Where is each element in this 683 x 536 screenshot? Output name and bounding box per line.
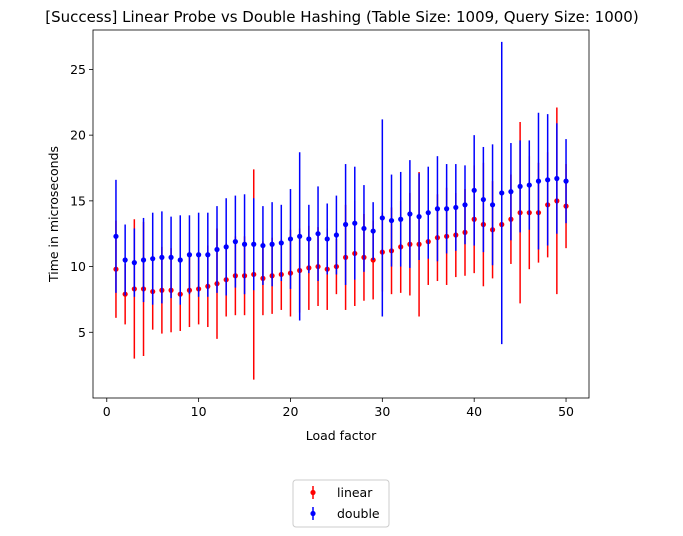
point-double-8 bbox=[177, 257, 183, 263]
point-double-7 bbox=[168, 254, 174, 260]
point-double-29 bbox=[370, 228, 376, 234]
legend: linear double bbox=[292, 479, 390, 528]
point-double-20 bbox=[287, 236, 294, 242]
point-double-26 bbox=[342, 221, 349, 228]
point-double-45 bbox=[517, 183, 523, 189]
series-linear bbox=[113, 107, 569, 380]
legend-double-marker bbox=[310, 510, 316, 517]
point-double-40 bbox=[471, 187, 477, 193]
point-double-33 bbox=[407, 211, 413, 217]
y-tick-label-1: 10 bbox=[70, 259, 86, 274]
legend-box bbox=[292, 479, 390, 528]
chart-title: [Success] Linear Probe vs Double Hashing… bbox=[45, 8, 638, 26]
y-tick-label-4: 25 bbox=[70, 62, 86, 77]
point-double-42 bbox=[489, 202, 496, 208]
y-tick-label-2: 15 bbox=[70, 193, 86, 208]
y-axis-title: Time in microseconds bbox=[46, 146, 61, 283]
series-double bbox=[113, 41, 569, 345]
point-double-39 bbox=[462, 202, 468, 208]
x-axis-title: Load factor bbox=[306, 428, 377, 443]
point-double-49 bbox=[554, 175, 560, 182]
point-double-12 bbox=[214, 246, 220, 253]
point-double-25 bbox=[333, 232, 340, 238]
point-double-41 bbox=[480, 196, 486, 203]
point-double-50 bbox=[563, 178, 569, 184]
point-double-4 bbox=[140, 257, 147, 263]
point-double-9 bbox=[186, 252, 193, 258]
point-double-32 bbox=[398, 216, 404, 222]
point-double-30 bbox=[379, 215, 385, 221]
point-double-11 bbox=[205, 252, 211, 258]
x-tick-label-3: 30 bbox=[374, 404, 390, 419]
point-double-13 bbox=[223, 244, 229, 250]
point-double-15 bbox=[241, 241, 248, 247]
axes: 0 10 20 30 40 50 5 10 15 20 25 bbox=[70, 62, 574, 419]
y-tick-label-0: 5 bbox=[78, 325, 86, 340]
point-double-21 bbox=[297, 233, 303, 239]
x-tick-label-0: 0 bbox=[103, 404, 111, 419]
point-double-17 bbox=[260, 242, 266, 249]
point-double-10 bbox=[196, 252, 202, 258]
x-tick-label-2: 20 bbox=[283, 404, 299, 419]
point-double-6 bbox=[159, 254, 165, 260]
point-double-35 bbox=[425, 210, 431, 216]
point-double-19 bbox=[278, 240, 284, 246]
point-double-37 bbox=[444, 206, 450, 212]
point-double-2 bbox=[122, 257, 128, 263]
point-double-1 bbox=[113, 233, 119, 239]
point-double-16 bbox=[251, 241, 257, 247]
point-double-5 bbox=[150, 256, 156, 262]
point-double-43 bbox=[499, 190, 505, 196]
x-tick-label-5: 50 bbox=[558, 404, 574, 419]
plot-marks bbox=[113, 41, 569, 380]
point-double-3 bbox=[131, 260, 137, 266]
point-double-47 bbox=[535, 178, 542, 184]
point-double-48 bbox=[545, 177, 551, 183]
point-double-18 bbox=[269, 241, 275, 247]
point-double-14 bbox=[232, 239, 238, 245]
point-double-34 bbox=[416, 214, 422, 220]
point-double-28 bbox=[361, 225, 367, 232]
plot-frame bbox=[92, 29, 590, 399]
point-double-44 bbox=[508, 189, 514, 195]
point-double-36 bbox=[434, 206, 441, 212]
point-double-23 bbox=[315, 231, 321, 237]
point-double-22 bbox=[306, 236, 312, 242]
y-tick-label-3: 20 bbox=[70, 128, 86, 143]
point-double-31 bbox=[388, 217, 395, 224]
legend-linear-marker bbox=[310, 489, 316, 496]
legend-linear-label: linear bbox=[337, 485, 373, 500]
legend-double-label: double bbox=[337, 506, 380, 521]
point-double-24 bbox=[324, 236, 330, 242]
x-tick-label-1: 10 bbox=[191, 404, 207, 419]
point-double-46 bbox=[526, 182, 532, 188]
x-tick-label-4: 40 bbox=[466, 404, 482, 419]
point-double-38 bbox=[453, 204, 459, 211]
point-double-27 bbox=[352, 220, 358, 226]
